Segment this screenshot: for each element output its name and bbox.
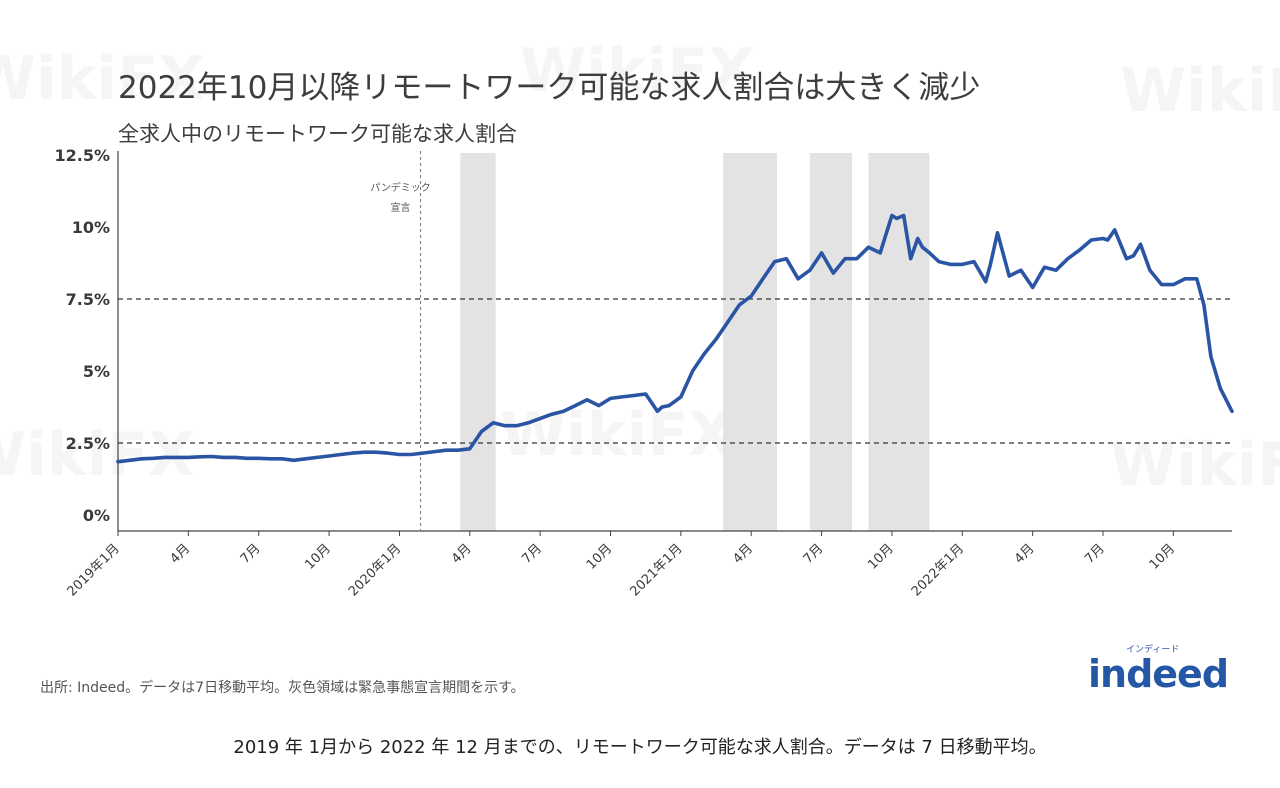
x-tick-label: 4月: [449, 541, 475, 567]
source-note: 出所: Indeed。データは7日移動平均。灰色領域は緊急事態宣言期間を示す。: [40, 680, 525, 696]
x-tick-label: 7月: [238, 541, 264, 567]
x-tick-label: 7月: [801, 541, 827, 567]
shaded-period: [809, 153, 853, 531]
figure-caption: 2019 年 1月から 2022 年 12 月までの、リモートワーク可能な求人割…: [233, 737, 1047, 758]
x-tick-label: 10月: [865, 541, 896, 572]
shaded-period: [460, 153, 496, 531]
y-tick-label: 0%: [83, 506, 110, 525]
axes: [117, 151, 1232, 532]
x-tick-label: 10月: [302, 541, 333, 572]
annotation-text: パンデミック: [370, 181, 431, 194]
x-tick-label: 4月: [1012, 541, 1038, 567]
x-tick-label: 7月: [519, 541, 545, 567]
x-tick-label: 2021年1月: [627, 541, 685, 599]
x-tick-label: 10月: [584, 541, 615, 572]
y-axis-ticks: 0% 2.5% 5% 7.5% 10% 12.5%: [54, 146, 110, 525]
x-axis-ticks: 2019年1月 4月 7月 10月 2020年1月 4月 7月 10月 2021年1月 4月 7月 1…: [65, 531, 1178, 599]
y-tick-label: 2.5%: [66, 434, 110, 453]
x-tick-label: 2020年1月: [346, 541, 404, 599]
x-tick-label: 4月: [168, 541, 194, 567]
y-tick-label: 12.5%: [54, 146, 110, 165]
y-tick-label: 7.5%: [66, 290, 110, 309]
shaded-periods: [460, 153, 930, 531]
x-tick-label: 7月: [1082, 541, 1108, 567]
x-tick-label: 2022年1月: [909, 541, 967, 599]
series-layer: [116, 213, 1234, 464]
y-tick-label: 5%: [83, 362, 110, 381]
logo-kana: インディード: [1126, 645, 1180, 655]
chart-subtitle: 全求人中のリモートワーク可能な求人割合: [118, 122, 517, 146]
shaded-period: [723, 153, 778, 531]
shaded-period: [868, 153, 930, 531]
reference-lines: [118, 298, 1232, 444]
x-tick-label: 4月: [730, 541, 756, 567]
x-tick-label: 10月: [1147, 541, 1178, 572]
logo-word: indeed: [1088, 652, 1229, 696]
x-tick-label: 2019年1月: [65, 541, 123, 599]
chart-title: 2022年10月以降リモートワーク可能な求人割合は大きく減少: [118, 70, 981, 106]
y-tick-label: 10%: [72, 218, 110, 237]
indeed-logo: インディード indeed: [1088, 645, 1240, 698]
annotation-text: 宣言: [391, 201, 411, 214]
series-line: [116, 213, 1234, 464]
